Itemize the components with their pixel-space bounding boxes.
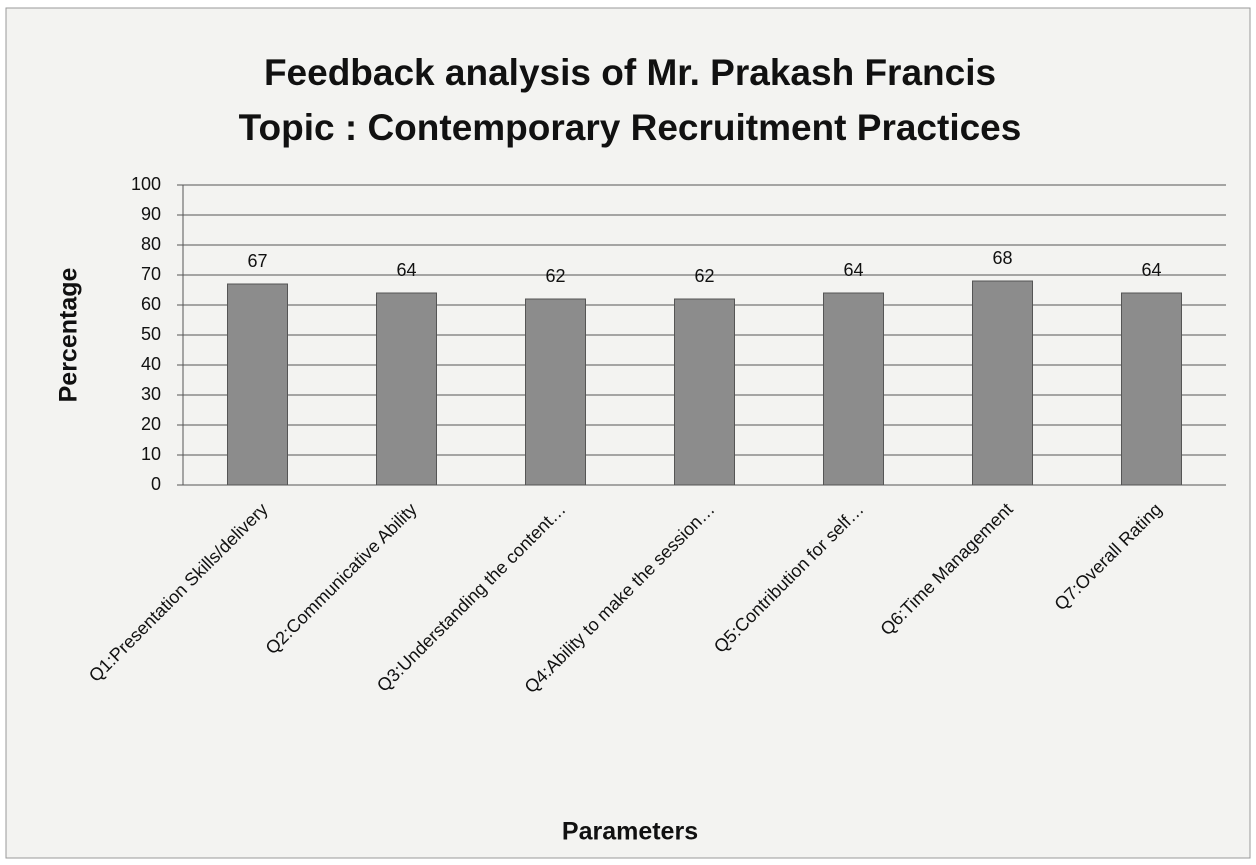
y-tick-label: 40 <box>141 354 161 374</box>
data-label: 64 <box>1141 260 1161 280</box>
bar <box>823 292 884 486</box>
data-label: 67 <box>247 251 267 271</box>
bar <box>972 280 1033 486</box>
data-label: 64 <box>396 260 416 280</box>
y-tick-label: 10 <box>141 444 161 464</box>
bar <box>525 298 586 486</box>
y-tick-label: 80 <box>141 234 161 254</box>
x-axis-label: Parameters <box>562 818 698 846</box>
y-tick-label: 90 <box>141 204 161 224</box>
data-label: 64 <box>843 260 863 280</box>
y-tick-label: 70 <box>141 264 161 284</box>
y-tick-label: 0 <box>151 474 161 494</box>
bar <box>674 298 735 486</box>
chart-background <box>5 7 1251 859</box>
chart-title: Feedback analysis of Mr. Prakash Francis <box>264 52 996 93</box>
y-tick-label: 20 <box>141 414 161 434</box>
data-label: 62 <box>545 266 565 286</box>
y-tick-label: 60 <box>141 294 161 314</box>
y-tick-label: 50 <box>141 324 161 344</box>
y-tick-label: 100 <box>131 174 161 194</box>
bar <box>1121 292 1182 486</box>
y-tick-label: 30 <box>141 384 161 404</box>
y-axis-label: Percentage <box>55 268 83 403</box>
bar <box>227 283 288 486</box>
bar <box>376 292 437 486</box>
data-label: 68 <box>992 248 1012 268</box>
chart-title: Topic : Contemporary Recruitment Practic… <box>239 107 1022 148</box>
data-label: 62 <box>694 266 714 286</box>
